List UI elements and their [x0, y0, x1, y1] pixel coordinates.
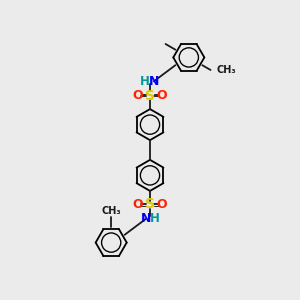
Text: N: N	[141, 212, 151, 225]
Text: O: O	[133, 89, 143, 102]
Text: O: O	[157, 89, 167, 102]
Text: O: O	[157, 198, 167, 211]
Text: H: H	[150, 212, 160, 225]
Text: H: H	[140, 75, 150, 88]
Text: N: N	[149, 75, 159, 88]
Text: S: S	[145, 197, 155, 211]
Text: S: S	[145, 89, 155, 103]
Text: CH₃: CH₃	[217, 65, 236, 75]
Text: CH₃: CH₃	[101, 206, 121, 216]
Text: O: O	[133, 198, 143, 211]
